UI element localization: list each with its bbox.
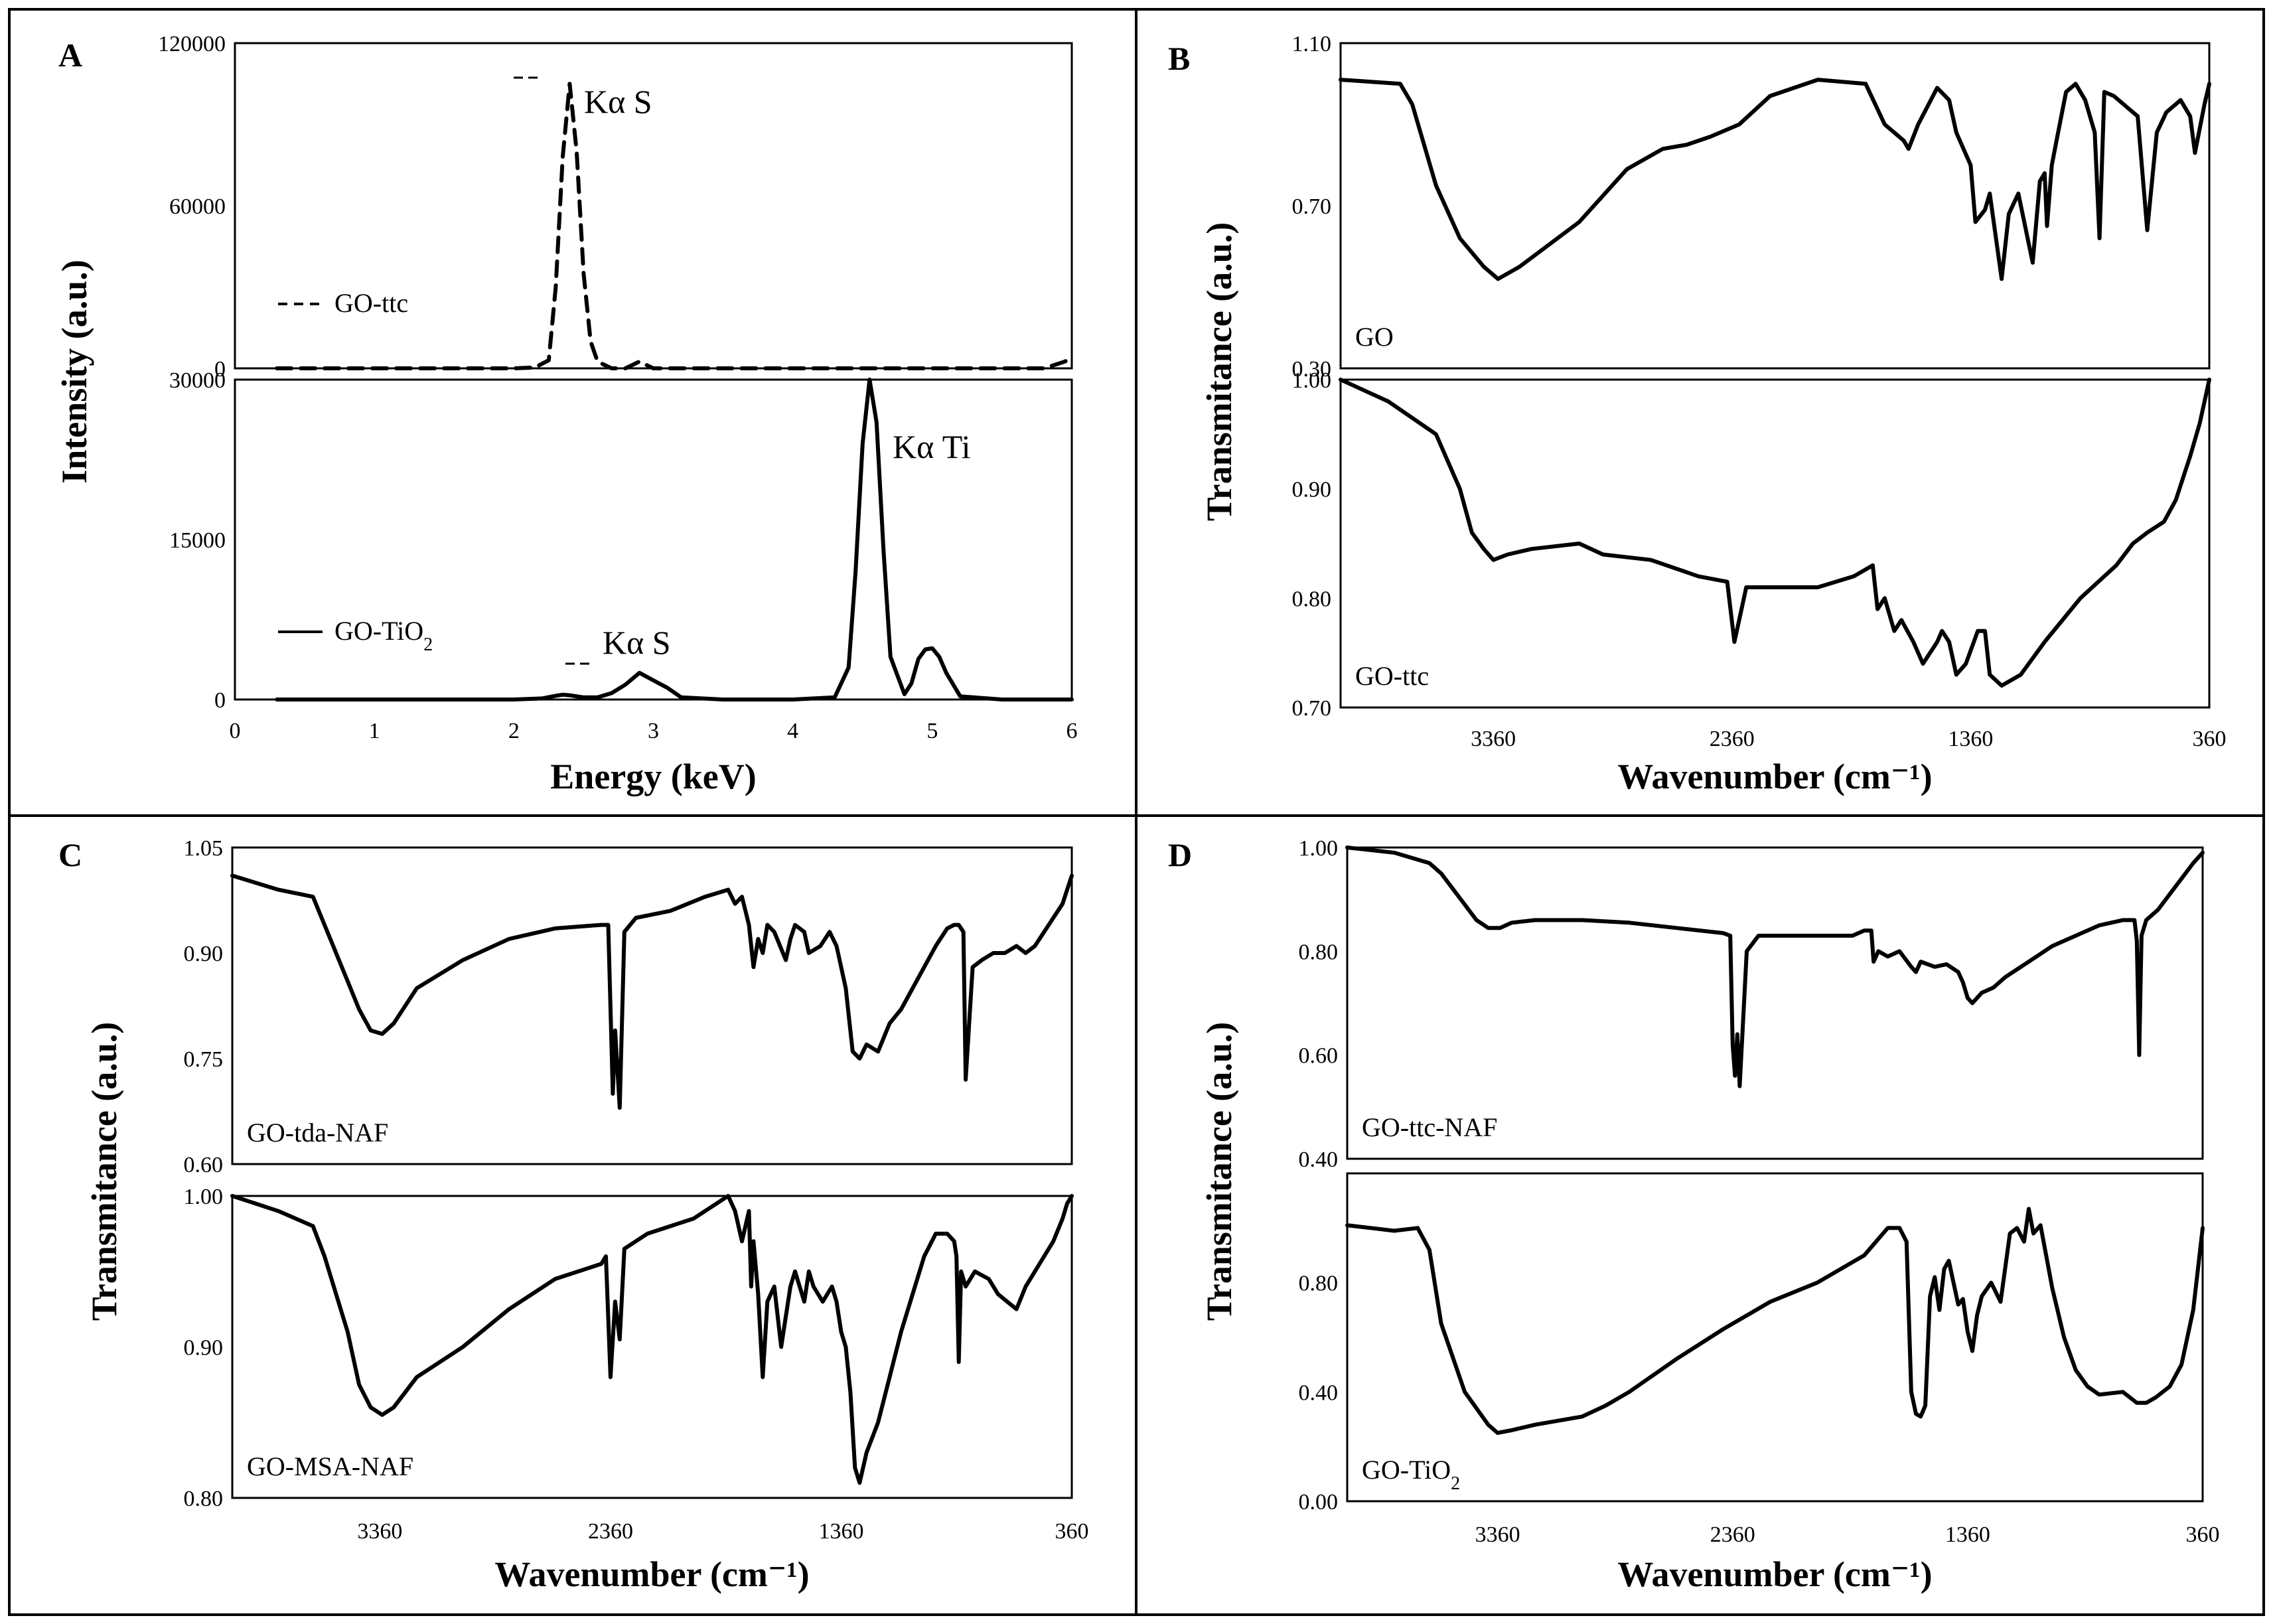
subplot-go-ttc-naf: 1.00 0.80 0.60 0.40 GO-ttc-NAF bbox=[1299, 836, 2205, 1172]
subplot-go-ttc: 1.00 0.90 0.80 0.70 GO-ttc bbox=[1292, 368, 2211, 721]
x-tick-label: 1360 bbox=[818, 1519, 863, 1544]
subplot-go: 1.10 0.70 0.30 GO bbox=[1292, 32, 2211, 382]
plot-frame bbox=[1346, 1172, 2204, 1503]
y-tick-label: 0.90 bbox=[184, 942, 224, 966]
x-axis-label: Wavenumber (cm⁻¹) bbox=[1617, 757, 1932, 796]
y-tick-label: 0.00 bbox=[1299, 1490, 1339, 1514]
y-tick-label: 0.40 bbox=[1299, 1147, 1339, 1172]
legend-subscript: 2 bbox=[423, 634, 433, 655]
y-axis-label: Transmitance (a.u.) bbox=[1199, 222, 1239, 521]
y-tick-label: 0.40 bbox=[1299, 1380, 1339, 1405]
plot-frame bbox=[234, 378, 1073, 701]
series-line bbox=[1339, 78, 2211, 281]
subplot-go-msa-naf: 1.00 0.90 0.80 GO-MSA-NAF bbox=[184, 1185, 1074, 1511]
y-axis-label: Transmitance (a.u.) bbox=[1199, 1022, 1239, 1321]
x-tick-label: 2360 bbox=[1710, 1522, 1755, 1547]
y-tick-label: 120000 bbox=[158, 32, 226, 56]
series-line bbox=[230, 873, 1074, 1110]
x-axis-label: Wavenumber (cm⁻¹) bbox=[494, 1554, 809, 1594]
y-tick-label: 0.60 bbox=[184, 1153, 224, 1177]
subplot-go-tda-naf: 1.05 0.90 0.75 0.60 GO-tda-NAF bbox=[184, 836, 1074, 1177]
x-tick-label: 1 bbox=[369, 719, 380, 743]
y-tick-label: 0.70 bbox=[1292, 696, 1332, 721]
x-tick-label: 2 bbox=[508, 719, 520, 743]
y-tick-label: 0.80 bbox=[1292, 587, 1332, 611]
y-tick-label: 0.80 bbox=[1299, 940, 1339, 964]
x-tick-label: 4 bbox=[787, 719, 798, 743]
x-axis-label: Energy (keV) bbox=[550, 757, 756, 796]
x-tick-label: 3 bbox=[648, 719, 659, 743]
x-tick-label: 360 bbox=[2186, 1522, 2220, 1547]
plot-frame bbox=[1339, 42, 2211, 370]
plot-frame bbox=[231, 1195, 1073, 1499]
x-tick-label: 1360 bbox=[1948, 727, 1993, 751]
y-tick-label: 0.60 bbox=[1299, 1044, 1339, 1069]
y-tick-label: 0 bbox=[214, 357, 226, 382]
x-tick-label: 2360 bbox=[1710, 727, 1755, 751]
x-axis-label: Wavenumber (cm⁻¹) bbox=[1617, 1554, 1932, 1594]
peak-annotation: Kα Ti bbox=[893, 428, 970, 465]
y-tick-label: 0.80 bbox=[1299, 1272, 1339, 1296]
series-name-label: GO bbox=[1355, 322, 1394, 352]
y-tick-label: 0.90 bbox=[184, 1336, 224, 1361]
x-tick-label: 6 bbox=[1066, 719, 1078, 743]
y-tick-label: 30000 bbox=[169, 368, 226, 393]
panel-label-a: A bbox=[58, 37, 82, 74]
x-tick-label: 2360 bbox=[588, 1519, 633, 1544]
y-tick-label: 0.70 bbox=[1292, 194, 1332, 219]
y-tick-label: 1.10 bbox=[1292, 32, 1332, 56]
y-tick-label: 0.90 bbox=[1292, 478, 1332, 502]
y-axis-label: Intensity (a.u.) bbox=[54, 259, 94, 484]
plot-frame bbox=[1339, 378, 2211, 709]
y-tick-label: 0 bbox=[214, 688, 226, 713]
y-tick-label: 0.75 bbox=[184, 1047, 224, 1072]
y-tick-label: 1.05 bbox=[184, 836, 224, 861]
x-tick-label: 5 bbox=[926, 719, 938, 743]
plot-frame bbox=[231, 846, 1073, 1165]
panel-label-d: D bbox=[1168, 836, 1192, 873]
y-tick-label: 1.00 bbox=[1299, 836, 1339, 861]
x-tick-label: 0 bbox=[230, 719, 241, 743]
x-tick-label: 3360 bbox=[1471, 727, 1516, 751]
series-name-label: GO-ttc-NAF bbox=[1362, 1112, 1497, 1142]
x-tick-label: 360 bbox=[1055, 1519, 1089, 1544]
subplot-go-ttc: 120000 60000 0 GO-ttc Kα S bbox=[158, 32, 1074, 382]
y-tick-label: 1.00 bbox=[184, 1185, 224, 1209]
peak-annotation: Kα S bbox=[584, 83, 652, 120]
panel-a: A Energy (keV) Intensity (a.u.) 0 1 2 3 4 5 6 1200… bbox=[54, 32, 1078, 796]
panel-c: C Wavenumber (cm⁻¹) Transmitance (a.u.) 336… bbox=[58, 836, 1089, 1594]
y-tick-label: 1.00 bbox=[1292, 368, 1332, 393]
x-tick-label: 3360 bbox=[357, 1519, 402, 1544]
y-axis-label: Transmitance (a.u.) bbox=[84, 1022, 124, 1321]
panel-label-c: C bbox=[58, 836, 82, 873]
y-tick-label: 60000 bbox=[169, 194, 226, 219]
peak-annotation: Kα S bbox=[603, 624, 671, 661]
series-name-label: GO-ttc bbox=[1355, 661, 1429, 691]
series-line bbox=[275, 378, 1074, 701]
series-line bbox=[1339, 378, 2211, 688]
series-line bbox=[1345, 1207, 2205, 1436]
x-tick-label: 360 bbox=[2193, 727, 2227, 751]
legend-label: GO-ttc bbox=[334, 288, 408, 318]
series-line bbox=[275, 82, 1074, 370]
y-tick-label: 0.80 bbox=[184, 1487, 224, 1511]
x-tick-label: 3360 bbox=[1475, 1522, 1520, 1547]
series-line bbox=[230, 1194, 1074, 1485]
y-tick-label: 15000 bbox=[169, 528, 226, 553]
series-subscript: 2 bbox=[1451, 1473, 1460, 1494]
series-name-label: GO-tda-NAF bbox=[247, 1118, 388, 1147]
plot-frame bbox=[1346, 846, 2204, 1160]
x-tick-label: 1360 bbox=[1945, 1522, 1990, 1547]
series-line bbox=[1345, 846, 2205, 1088]
panel-b: B Wavenumber (cm⁻¹) Transmitance (a.u.) 336… bbox=[1168, 32, 2227, 796]
panel-label-b: B bbox=[1168, 40, 1190, 77]
y-tick-label: 0.30 bbox=[1292, 357, 1332, 382]
series-name-label: GO-MSA-NAF bbox=[247, 1451, 413, 1481]
